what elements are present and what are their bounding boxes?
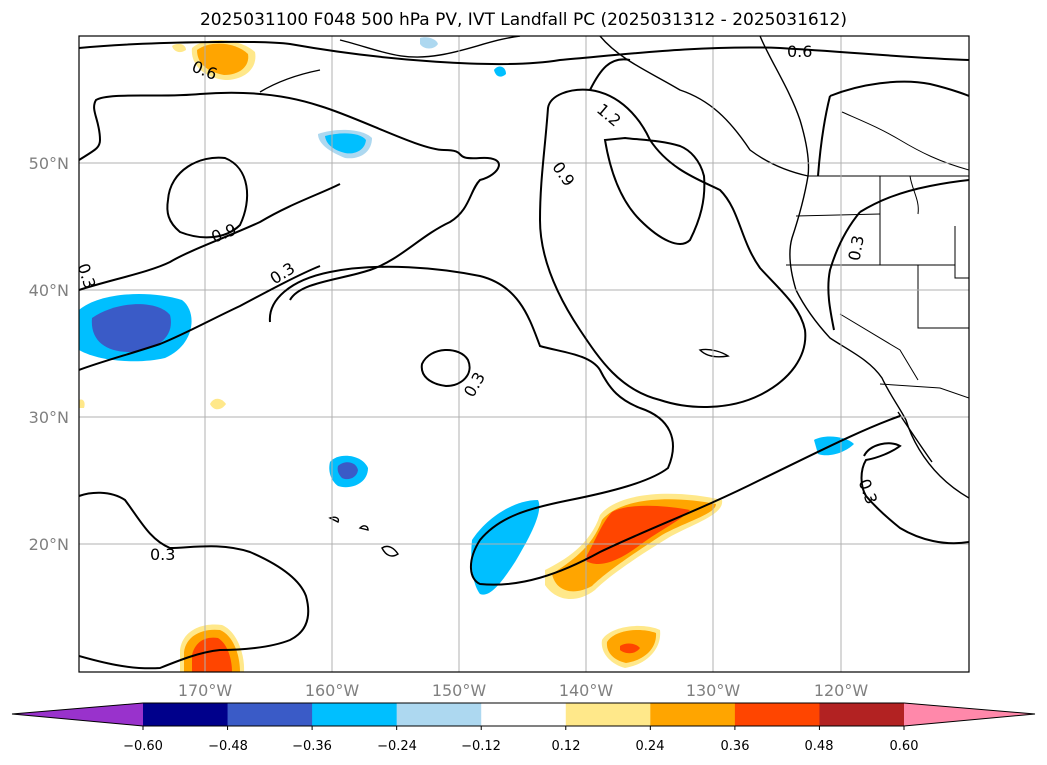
lon-label: 150°W (432, 681, 487, 700)
colorbar-tick-label: −0.48 (208, 739, 248, 754)
colorbar-tick-label: 0.12 (552, 739, 581, 754)
colorbar-tick-label: 0.36 (721, 739, 750, 754)
negative-pc-region (494, 66, 506, 77)
lon-label: 160°W (305, 681, 360, 700)
lon-label: 120°W (814, 681, 869, 700)
gridlines (79, 36, 969, 672)
colorbar-segment (565, 703, 651, 726)
positive-pc-region (172, 43, 186, 53)
colorbar-extend-high (904, 703, 1035, 726)
colorbar-tick-label: 0.60 (890, 739, 919, 754)
colorbar-segment (819, 703, 905, 726)
contour-label: 0.6 (787, 42, 812, 61)
lon-label: 140°W (559, 681, 614, 700)
colorbar-tick-label: −0.36 (292, 739, 332, 754)
negative-pc-region (471, 500, 540, 595)
positive-pc-core (620, 643, 640, 654)
positive-pc-core (197, 43, 249, 75)
figure-title: 2025031100 F048 500 hPa PV, IVT Landfall… (199, 10, 847, 30)
lat-label: 50°N (29, 154, 69, 173)
lon-label: 170°W (178, 681, 233, 700)
colorbar-segment (650, 703, 736, 726)
positive-pc-core (192, 637, 232, 672)
colorbar-segment (734, 703, 820, 726)
contour-label: 0.3 (74, 261, 100, 291)
contour-label: 0.3 (150, 545, 175, 564)
positive-pc-region (210, 398, 226, 410)
colorbar: −0.60 −0.48 −0.36 −0.24 −0.12 0.12 0.24 … (11, 702, 1036, 754)
pv-contours (79, 40, 969, 670)
negative-pc-region (420, 37, 438, 49)
colorbar-tick-label: −0.12 (461, 739, 501, 754)
lat-label: 40°N (29, 281, 69, 300)
longitude-labels: 170°W 160°W 150°W 140°W 130°W 120°W (178, 681, 869, 700)
colorbar-tick-label: 0.24 (636, 739, 665, 754)
negative-pc-core (91, 304, 171, 352)
positive-pc-region (79, 399, 85, 408)
map-frame (78, 35, 970, 673)
lat-label: 30°N (29, 408, 69, 427)
lon-label: 130°W (686, 681, 741, 700)
negative-pc-core (325, 133, 366, 154)
negative-pc-region (814, 436, 854, 456)
latitude-labels: 50°N 40°N 30°N 20°N (29, 154, 69, 554)
colorbar-segment (481, 703, 567, 726)
contour-label: 0.3 (845, 234, 868, 262)
political-borders (786, 111, 969, 399)
colorbar-segment (312, 703, 398, 726)
lat-label: 20°N (29, 535, 69, 554)
colorbar-tick-label: 0.48 (805, 739, 834, 754)
colorbar-segment (396, 703, 482, 726)
colorbar-segment (143, 703, 229, 726)
colorbar-segment (227, 703, 313, 726)
colorbar-extend-low (12, 703, 143, 726)
map-panel: 0.6 0.6 1.2 0.9 0.9 0.3 0.3 0.3 0.3 0.3 … (74, 36, 969, 672)
pc-shading (79, 37, 854, 672)
negative-pc-core (337, 462, 358, 480)
colorbar-tick-label: −0.60 (123, 739, 163, 754)
colorbar-tick-label: −0.24 (377, 739, 417, 754)
